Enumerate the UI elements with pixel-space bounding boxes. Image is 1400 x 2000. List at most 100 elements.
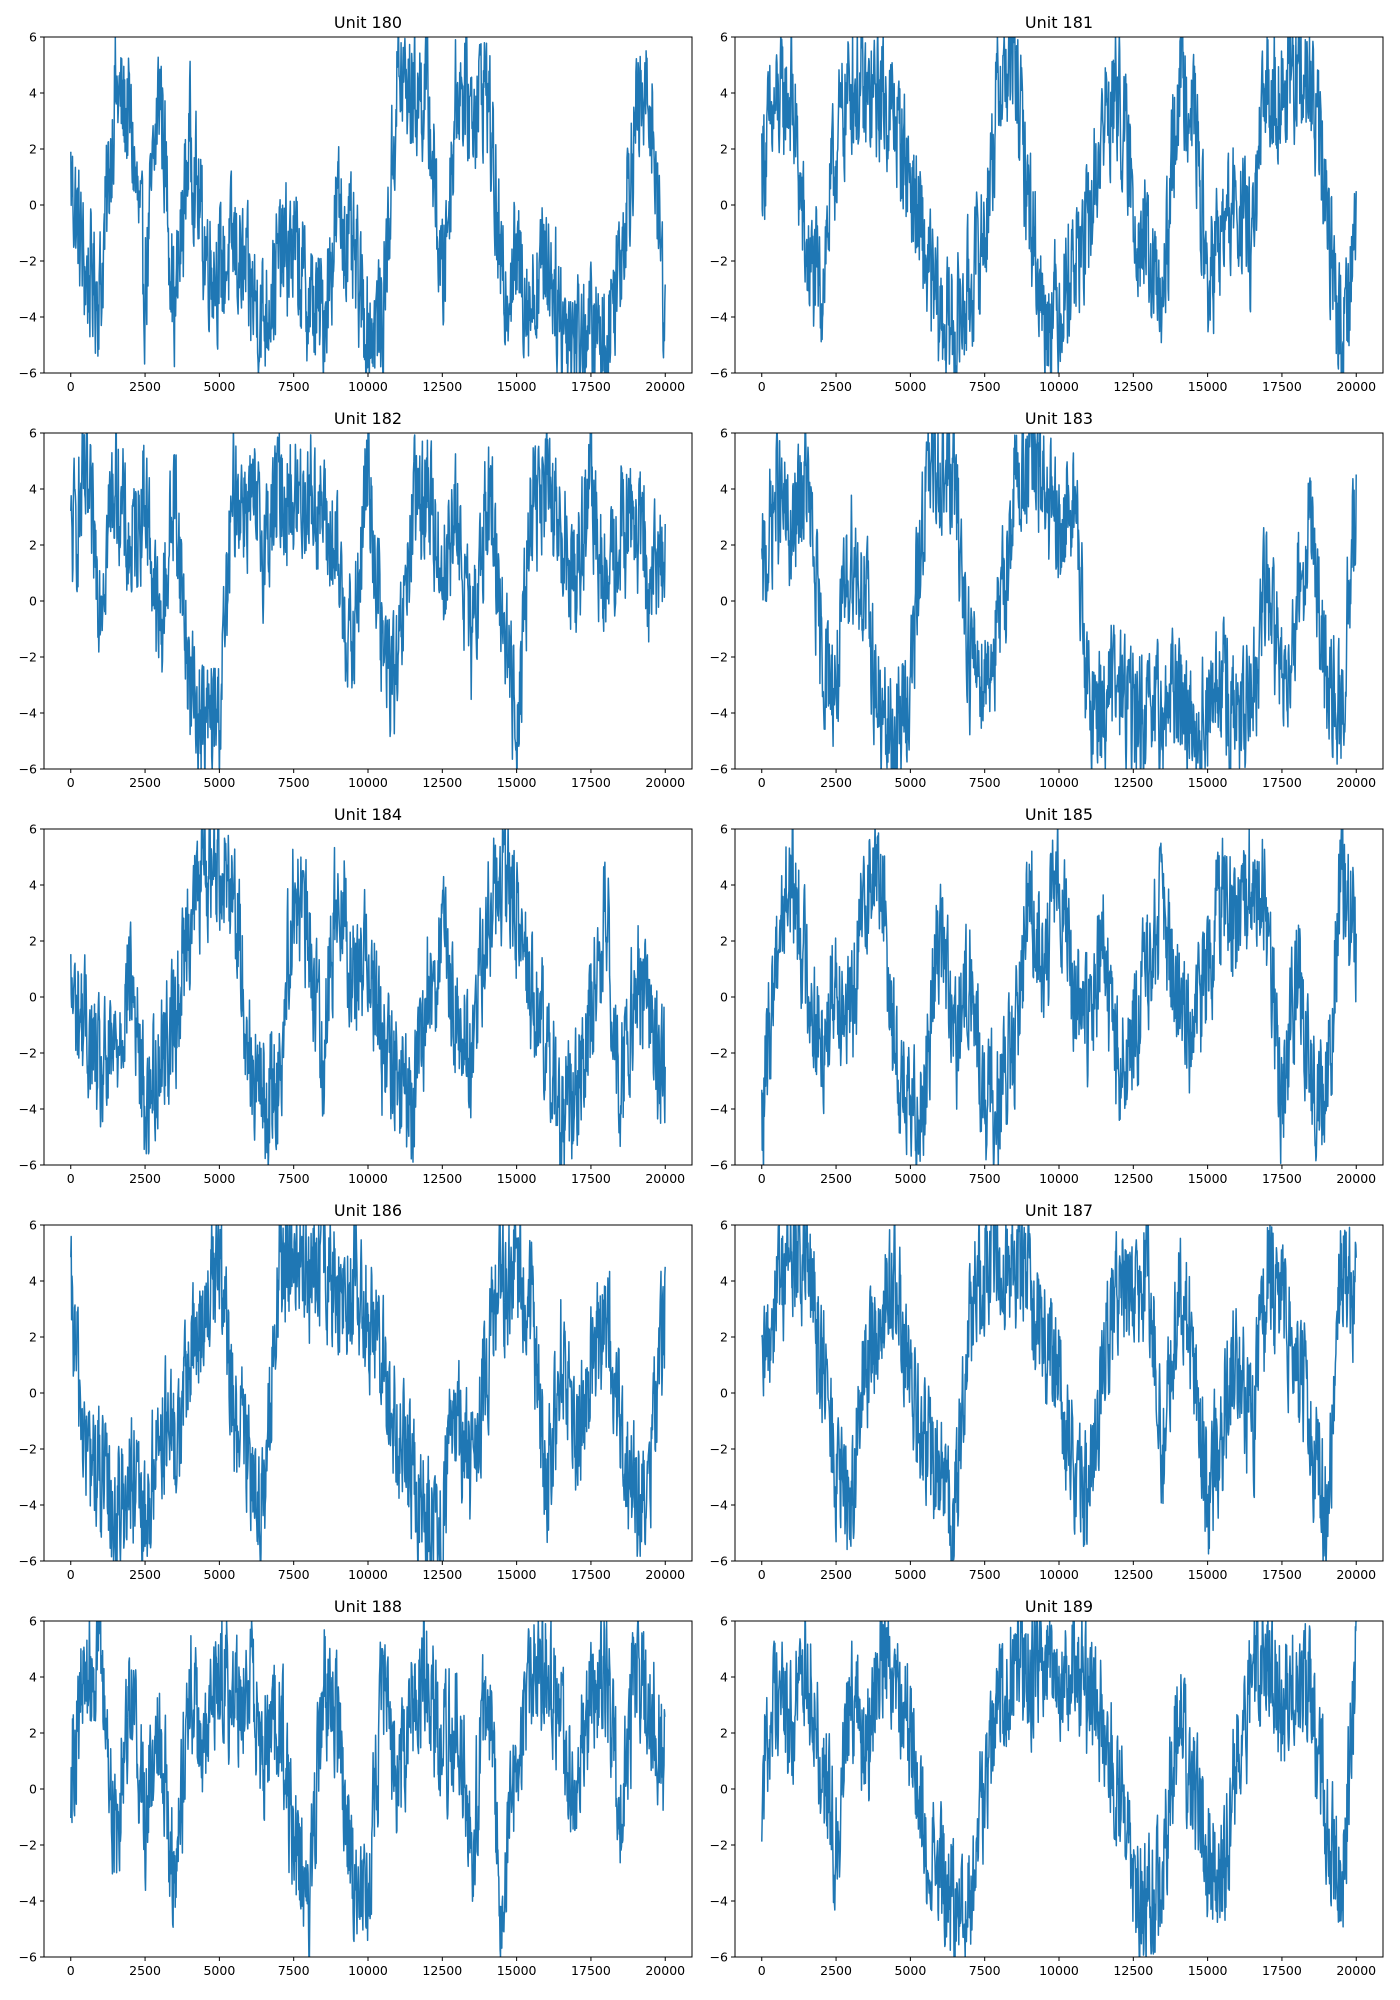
x-tick-label: 7500 — [278, 1171, 310, 1186]
series-line — [70, 433, 666, 769]
x-tick-label: 17500 — [571, 775, 611, 790]
y-tick-label: −6 — [19, 1950, 37, 1965]
series-line — [761, 37, 1357, 373]
chart-title: Unit 182 — [334, 409, 402, 428]
x-tick-label: 17500 — [1262, 1567, 1302, 1582]
subplot-unit-182: Unit 182 0 2500 5000 7500 10000 12500 15000 1750… — [19, 409, 693, 790]
y-tick-label: 6 — [720, 1614, 728, 1629]
y-tick-label: −6 — [710, 1554, 728, 1569]
x-tick-label: 0 — [758, 379, 766, 394]
y-tick-label: 0 — [29, 990, 37, 1005]
x-tick-label: 2500 — [820, 1963, 852, 1978]
y-tick-label: −4 — [710, 706, 728, 721]
y-tick-label: 0 — [29, 1782, 37, 1797]
chart-title: Unit 180 — [334, 13, 402, 32]
y-tick-label: 0 — [29, 198, 37, 213]
x-tick-label: 7500 — [969, 1567, 1001, 1582]
x-tick-label: 2500 — [129, 775, 161, 790]
y-tick-label: −6 — [710, 1158, 728, 1173]
y-tick-label: −4 — [710, 1498, 728, 1513]
x-tick-label: 2500 — [820, 775, 852, 790]
x-tick-label: 12500 — [1113, 1567, 1153, 1582]
x-tick-label: 5000 — [203, 379, 235, 394]
series-line — [761, 829, 1357, 1165]
y-tick-label: 4 — [29, 86, 37, 101]
x-tick-label: 7500 — [969, 775, 1001, 790]
y-tick-label: −2 — [19, 254, 37, 269]
y-tick-label: −4 — [710, 1102, 728, 1117]
x-tick-label: 12500 — [422, 379, 462, 394]
x-tick-label: 17500 — [1262, 775, 1302, 790]
x-tick-label: 17500 — [1262, 1171, 1302, 1186]
x-tick-label: 15000 — [497, 775, 537, 790]
x-tick-label: 12500 — [422, 775, 462, 790]
x-tick-label: 20000 — [645, 379, 685, 394]
subplot-unit-181: Unit 181 0 2500 5000 7500 10000 12500 15000 1750… — [710, 13, 1384, 394]
x-tick-label: 12500 — [1113, 1963, 1153, 1978]
y-tick-label: −4 — [19, 1894, 37, 1909]
chart-title: Unit 184 — [334, 805, 402, 824]
y-tick-label: −2 — [19, 1046, 37, 1061]
x-tick-label: 2500 — [820, 379, 852, 394]
x-tick-label: 12500 — [1113, 775, 1153, 790]
chart-title: Unit 183 — [1025, 409, 1093, 428]
x-tick-label: 7500 — [278, 775, 310, 790]
x-tick-label: 10000 — [348, 1963, 388, 1978]
x-tick-label: 17500 — [1262, 1963, 1302, 1978]
x-tick-label: 5000 — [203, 1567, 235, 1582]
x-tick-label: 15000 — [1188, 1963, 1228, 1978]
y-tick-label: −4 — [19, 1102, 37, 1117]
x-tick-label: 15000 — [497, 1171, 537, 1186]
x-tick-label: 2500 — [129, 1171, 161, 1186]
x-tick-label: 12500 — [422, 1567, 462, 1582]
subplot-unit-183: Unit 183 0 2500 5000 7500 10000 12500 15000 1750… — [710, 409, 1384, 790]
y-tick-label: −2 — [710, 650, 728, 665]
x-tick-label: 20000 — [1336, 379, 1376, 394]
y-tick-label: −4 — [710, 310, 728, 325]
y-tick-label: 2 — [29, 1330, 37, 1345]
x-tick-label: 15000 — [1188, 379, 1228, 394]
y-tick-label: 2 — [720, 1330, 728, 1345]
y-tick-label: −6 — [19, 1554, 37, 1569]
x-tick-label: 7500 — [278, 1963, 310, 1978]
y-tick-label: 2 — [720, 934, 728, 949]
x-tick-label: 17500 — [1262, 379, 1302, 394]
y-tick-label: 4 — [29, 1670, 37, 1685]
y-tick-label: 0 — [720, 990, 728, 1005]
x-tick-label: 5000 — [894, 1567, 926, 1582]
y-tick-label: 6 — [720, 426, 728, 441]
y-tick-label: −2 — [19, 1838, 37, 1853]
y-tick-label: 2 — [720, 142, 728, 157]
y-tick-label: 4 — [720, 1670, 728, 1685]
chart-title: Unit 181 — [1025, 13, 1093, 32]
x-tick-label: 20000 — [645, 1567, 685, 1582]
y-tick-label: 4 — [720, 878, 728, 893]
x-tick-label: 15000 — [497, 1567, 537, 1582]
x-tick-label: 0 — [758, 1171, 766, 1186]
x-tick-label: 5000 — [894, 1171, 926, 1186]
x-tick-label: 15000 — [1188, 1171, 1228, 1186]
y-tick-label: 0 — [720, 198, 728, 213]
chart-title: Unit 188 — [334, 1597, 402, 1616]
y-tick-label: 0 — [720, 594, 728, 609]
x-tick-label: 17500 — [571, 379, 611, 394]
x-tick-label: 0 — [758, 1567, 766, 1582]
x-tick-label: 15000 — [497, 1963, 537, 1978]
x-tick-label: 10000 — [1039, 775, 1079, 790]
series-line — [761, 1225, 1357, 1561]
series-line — [70, 829, 666, 1165]
chart-title: Unit 187 — [1025, 1201, 1093, 1220]
x-tick-label: 10000 — [348, 379, 388, 394]
y-tick-label: 4 — [720, 86, 728, 101]
x-tick-label: 7500 — [969, 1171, 1001, 1186]
x-tick-label: 0 — [67, 775, 75, 790]
series-line — [761, 1621, 1357, 1957]
y-tick-label: 4 — [29, 1274, 37, 1289]
y-tick-label: 0 — [29, 594, 37, 609]
y-tick-label: 2 — [720, 538, 728, 553]
y-tick-label: −6 — [710, 366, 728, 381]
x-tick-label: 10000 — [348, 1171, 388, 1186]
y-tick-label: 6 — [29, 30, 37, 45]
y-tick-label: −2 — [19, 650, 37, 665]
